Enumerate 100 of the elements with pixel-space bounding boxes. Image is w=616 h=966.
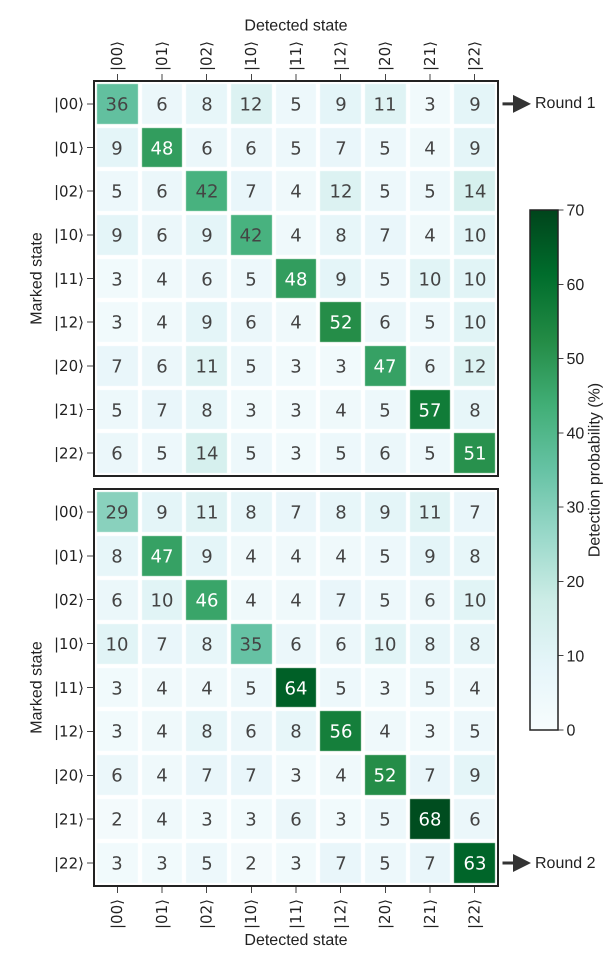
data-label: 7 xyxy=(335,853,347,874)
data-label: 2 xyxy=(245,853,257,874)
data-label: 8 xyxy=(201,634,213,656)
data-label: 3 xyxy=(290,400,302,422)
y-tick-label: |12⟩ xyxy=(54,722,84,741)
x-axis-title: Detected state xyxy=(244,932,348,950)
data-label: 6 xyxy=(201,138,213,160)
data-label: 9 xyxy=(424,546,436,568)
color-bar-title: Detection probability (%) xyxy=(586,382,604,558)
text: Round 2 xyxy=(535,855,596,872)
data-label: 6 xyxy=(379,443,391,464)
y-tick-label: |00⟩ xyxy=(54,95,84,114)
data-label: 5 xyxy=(335,443,347,464)
data-label: 7 xyxy=(290,502,302,524)
data-label: 4 xyxy=(335,546,347,568)
data-label: 5 xyxy=(424,443,436,464)
data-label: 63 xyxy=(464,853,486,874)
data-label: 64 xyxy=(284,678,308,700)
data-label: 4 xyxy=(245,546,257,568)
data-label: 14 xyxy=(196,443,218,464)
data-label: 29 xyxy=(106,502,128,524)
y-tick-label: |10⟩ xyxy=(54,634,84,653)
y-axis-title: Marked state xyxy=(28,232,46,325)
data-label: 10 xyxy=(464,225,486,246)
data-label: 6 xyxy=(156,356,168,378)
color-bar-label: 50 xyxy=(566,351,584,368)
y-axis-title: Marked state xyxy=(28,641,46,734)
x-tick-label: |01⟩ xyxy=(152,41,171,71)
data-label: 12 xyxy=(464,356,486,378)
data-label: 11 xyxy=(196,356,218,378)
data-label: 36 xyxy=(106,94,128,116)
data-label: 7 xyxy=(201,765,213,786)
data-label: 7 xyxy=(245,181,257,202)
data-label: 6 xyxy=(245,138,257,160)
data-label: 5 xyxy=(290,138,302,160)
y-tick-label: |22⟩ xyxy=(54,444,84,462)
color-bar-label: 30 xyxy=(566,500,584,517)
data-label: 6 xyxy=(335,634,347,656)
y-tick-label: |20⟩ xyxy=(54,766,84,785)
color-bar-label: 40 xyxy=(566,425,584,442)
data-label: 5 xyxy=(379,853,391,874)
data-label: 9 xyxy=(469,94,481,116)
data-label: 10 xyxy=(374,634,396,656)
data-label: 12 xyxy=(330,181,352,202)
data-label: 5 xyxy=(424,181,436,202)
data-label: 51 xyxy=(464,443,486,464)
data-label: 3 xyxy=(379,678,391,700)
data-label: 42 xyxy=(196,181,218,202)
color-bar-label: 0 xyxy=(566,722,576,740)
data-label: 3 xyxy=(290,853,302,874)
data-label: 5 xyxy=(379,400,391,422)
data-label: 3 xyxy=(290,356,302,378)
data-label: 8 xyxy=(201,400,213,422)
data-label: 5 xyxy=(290,94,302,116)
data-label: 11 xyxy=(374,94,396,116)
data-label: 2 xyxy=(111,809,123,830)
text: Round 1 xyxy=(535,95,596,112)
data-label: 3 xyxy=(335,809,347,830)
data-label: 4 xyxy=(379,721,391,742)
x-tick-label: |22⟩ xyxy=(466,41,484,71)
data-label: 5 xyxy=(245,356,257,378)
x-tick-label: |02⟩ xyxy=(198,41,216,71)
data-label: 5 xyxy=(379,809,391,830)
x-tick-label: |00⟩ xyxy=(108,41,126,71)
y-tick-label: |01⟩ xyxy=(54,547,84,566)
data-label: 5 xyxy=(379,181,391,202)
y-tick-label: |01⟩ xyxy=(54,138,84,157)
data-label: 4 xyxy=(156,312,168,334)
data-label: 5 xyxy=(379,269,391,290)
data-label: 52 xyxy=(330,312,352,334)
data-label: 6 xyxy=(245,721,257,742)
data-label: 4 xyxy=(424,138,436,160)
data-label: 8 xyxy=(424,634,436,656)
x-tick-label: |02⟩ xyxy=(198,899,216,929)
data-label: 3 xyxy=(424,94,436,116)
data-label: 9 xyxy=(335,94,347,116)
data-label: 5 xyxy=(424,678,436,700)
data-label: 7 xyxy=(111,356,123,378)
data-label: 4 xyxy=(156,721,168,742)
data-label: 48 xyxy=(150,138,174,160)
data-label: 8 xyxy=(245,502,257,524)
data-label: 3 xyxy=(290,443,302,464)
data-label: 8 xyxy=(201,721,213,742)
data-label: 8 xyxy=(469,634,481,656)
data-label: 9 xyxy=(111,225,123,246)
data-label: 6 xyxy=(379,312,391,334)
data-label: 9 xyxy=(469,765,481,786)
data-label: 4 xyxy=(245,590,257,612)
data-label: 6 xyxy=(245,312,257,334)
data-label: 6 xyxy=(290,809,302,830)
data-label: 7 xyxy=(156,400,168,422)
data-label: 3 xyxy=(245,809,257,830)
data-label: 7 xyxy=(335,138,347,160)
data-label: 4 xyxy=(201,678,213,700)
x-tick-label: |22⟩ xyxy=(466,899,484,929)
data-label: 9 xyxy=(111,138,123,160)
data-label: 3 xyxy=(111,678,123,700)
data-label: 4 xyxy=(156,765,168,786)
data-label: 7 xyxy=(424,765,436,786)
data-label: 4 xyxy=(290,225,302,246)
